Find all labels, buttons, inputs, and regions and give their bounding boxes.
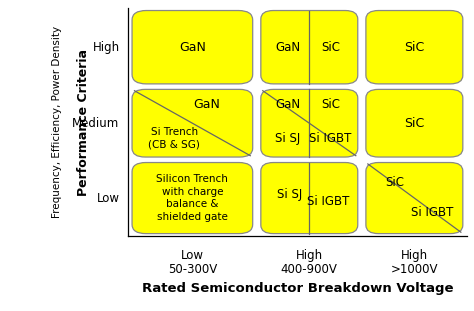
Text: 50-300V: 50-300V	[168, 263, 217, 276]
FancyBboxPatch shape	[366, 11, 463, 84]
FancyBboxPatch shape	[132, 89, 253, 157]
Text: Si IGBT: Si IGBT	[410, 206, 453, 219]
FancyBboxPatch shape	[132, 11, 253, 84]
Text: SiC: SiC	[321, 41, 340, 54]
Text: GaN: GaN	[193, 98, 220, 111]
Text: GaN: GaN	[275, 98, 301, 111]
Text: Si SJ: Si SJ	[275, 132, 301, 145]
Text: GaN: GaN	[179, 41, 206, 54]
Text: Si IGBT: Si IGBT	[308, 195, 350, 208]
Text: High: High	[401, 249, 428, 262]
Text: 400-900V: 400-900V	[281, 263, 338, 276]
Text: Si IGBT: Si IGBT	[310, 132, 352, 145]
Text: SiC: SiC	[404, 41, 425, 54]
Text: High: High	[92, 41, 119, 54]
Text: Medium: Medium	[72, 117, 119, 130]
Text: High: High	[296, 249, 323, 262]
Text: SiC: SiC	[404, 117, 425, 130]
Text: Si SJ: Si SJ	[277, 188, 302, 201]
Text: Frequency, Efficiency, Power Density: Frequency, Efficiency, Power Density	[52, 26, 62, 218]
FancyBboxPatch shape	[261, 163, 358, 234]
Text: Si Trench
(CB & SG): Si Trench (CB & SG)	[148, 127, 200, 149]
FancyBboxPatch shape	[366, 163, 463, 234]
FancyBboxPatch shape	[132, 163, 253, 234]
Text: SiC: SiC	[321, 98, 340, 111]
Text: GaN: GaN	[275, 41, 301, 54]
Text: SiC: SiC	[385, 176, 404, 189]
Text: Rated Semiconductor Breakdown Voltage: Rated Semiconductor Breakdown Voltage	[142, 282, 453, 295]
Text: >1000V: >1000V	[391, 263, 438, 276]
FancyBboxPatch shape	[261, 89, 358, 157]
Text: Performance Criteria: Performance Criteria	[77, 49, 91, 196]
Text: Silicon Trench
with charge
balance &
shielded gate: Silicon Trench with charge balance & shi…	[156, 174, 228, 222]
FancyBboxPatch shape	[366, 89, 463, 157]
Text: Low: Low	[181, 249, 204, 262]
Text: Low: Low	[97, 192, 119, 205]
FancyBboxPatch shape	[261, 11, 358, 84]
